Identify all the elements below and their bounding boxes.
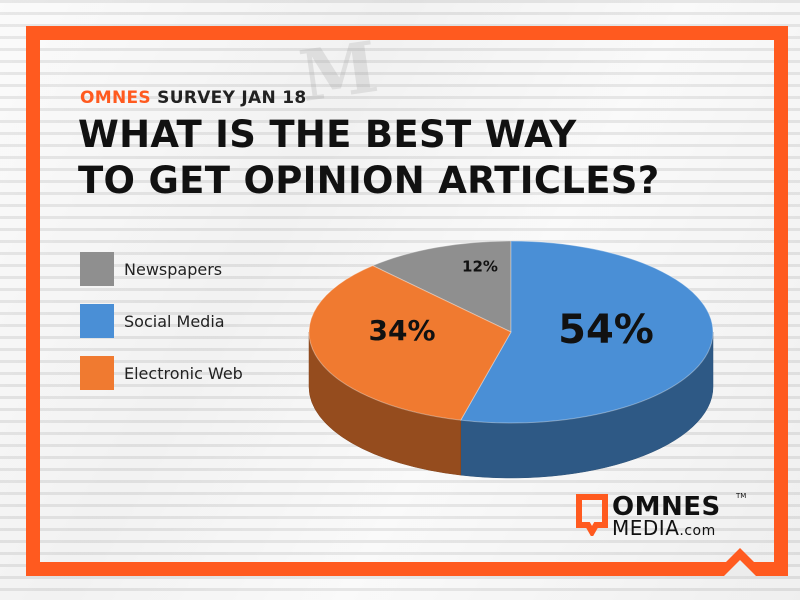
logo-dotcom: .com [679,523,716,539]
kicker-date: SURVEY JAN 18 [157,88,307,108]
logo-mark-icon [576,494,608,536]
pie-label-newspapers: 12% [462,258,498,276]
pie-slice-electronic-web [308,265,512,421]
orange-frame-bottom [26,562,788,576]
logo-media-text: MEDIA.com [612,516,716,540]
legend-label-electronic-web: Electronic Web [124,364,243,383]
title-line-2: TO GET OPINION ARTICLES? [78,159,660,202]
pie-label-electronic-web: 34% [368,314,435,347]
legend-item-newspapers: Newspapers [80,252,300,288]
legend-swatch-newspapers [80,252,114,286]
omnes-media-logo: OMNES TM MEDIA.com [576,492,756,544]
legend-swatch-social-media [80,304,114,338]
logo-wordmark: OMNES [612,492,721,522]
pie-slice-social-media [459,240,714,424]
logo-media-word: MEDIA [612,516,680,540]
pie-label-social-media: 54% [558,307,654,353]
legend-item-social-media: Social Media [80,304,300,340]
legend-item-electronic-web: Electronic Web [80,356,300,392]
kicker-brand: OMNES [80,88,151,108]
legend-swatch-electronic-web [80,356,114,390]
orange-frame [26,26,788,574]
pie-slice-newspapers [371,240,512,333]
page-title: WHAT IS THE BEST WAY TO GET OPINION ARTI… [78,112,660,204]
survey-kicker: OMNES SURVEY JAN 18 [80,88,307,108]
legend-label-social-media: Social Media [124,312,225,331]
logo-trademark: TM [736,492,747,500]
legend-label-newspapers: Newspapers [124,260,223,279]
title-line-1: WHAT IS THE BEST WAY [78,113,577,156]
